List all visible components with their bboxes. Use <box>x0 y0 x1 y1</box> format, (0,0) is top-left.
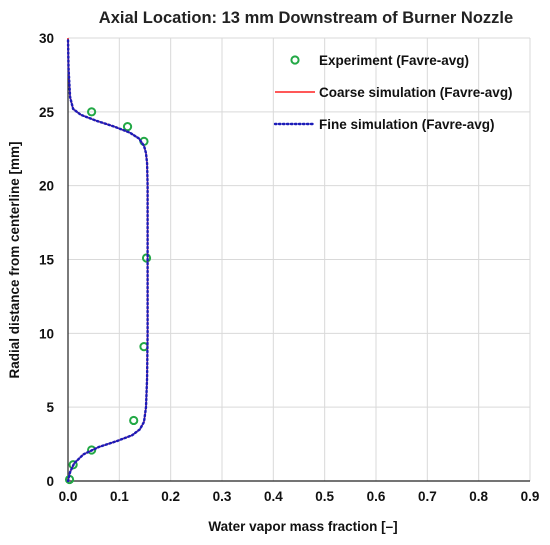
y-tick-label: 0 <box>46 474 54 489</box>
legend-label: Experiment (Favre-avg) <box>319 53 469 68</box>
x-tick-label: 0.3 <box>213 489 232 504</box>
x-tick-label: 0.2 <box>161 489 180 504</box>
x-tick-label: 0.0 <box>59 489 78 504</box>
grid <box>67 37 531 482</box>
experiment-point <box>129 415 139 426</box>
legend-marker-experiment <box>290 55 300 65</box>
x-tick-label: 0.4 <box>264 489 283 504</box>
x-tick-label: 0.9 <box>521 489 540 504</box>
legend-label: Fine simulation (Favre-avg) <box>319 117 495 132</box>
y-tick-label: 30 <box>39 31 54 46</box>
experiment-point <box>68 460 78 470</box>
y-tick-label: 10 <box>39 326 54 341</box>
fine-simulation-line <box>66 36 149 483</box>
series-layer <box>64 36 152 485</box>
y-tick-label: 20 <box>39 179 54 194</box>
x-axis-label: Water vapor mass fraction [–] <box>208 519 397 534</box>
y-tick-label: 25 <box>39 105 55 120</box>
y-tick-label: 15 <box>39 253 55 268</box>
x-tick-label: 0.5 <box>315 489 334 504</box>
tick-labels: 0.0 0.1 0.2 0.3 0.4 0.5 0.6 0.7 0.8 0.9 0 5 10 15 20 25… <box>39 31 539 504</box>
x-tick-label: 0.8 <box>469 489 488 504</box>
experiment-point <box>87 107 97 117</box>
chart-title: Axial Location: 13 mm Downstream of Burn… <box>99 9 513 27</box>
legend: Experiment (Favre-avg) Coarse simulation … <box>273 53 513 132</box>
y-axis-label: Radial distance from centerline [mm] <box>7 141 22 378</box>
axes <box>67 38 530 482</box>
x-tick-label: 0.1 <box>110 489 129 504</box>
x-tick-label: 0.6 <box>367 489 386 504</box>
experiment-point <box>122 122 133 132</box>
x-tick-label: 0.7 <box>418 489 437 504</box>
y-tick-label: 5 <box>46 400 54 415</box>
legend-label: Coarse simulation (Favre-avg) <box>319 85 513 100</box>
